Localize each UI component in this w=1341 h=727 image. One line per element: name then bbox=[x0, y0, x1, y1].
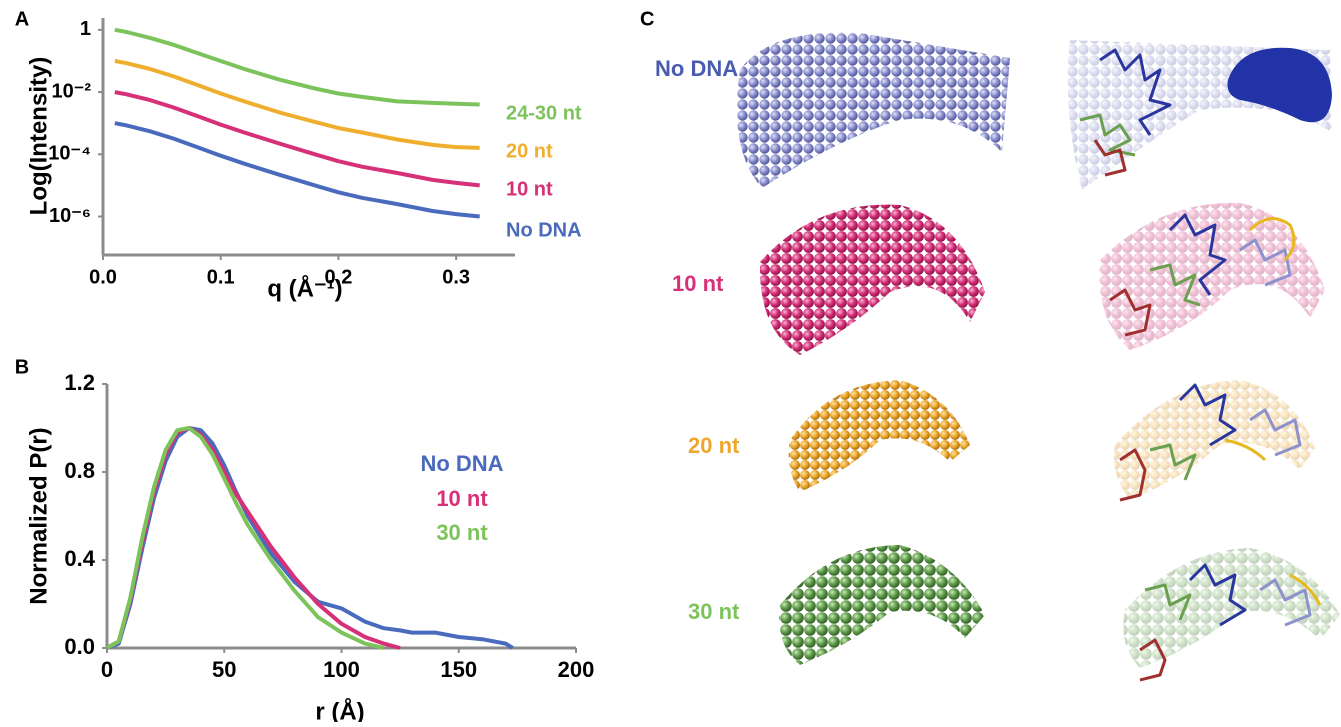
x-tick-label: 0.0 bbox=[89, 266, 117, 288]
y-tick-label: 0.4 bbox=[64, 546, 95, 571]
x-tick-label: 0 bbox=[101, 657, 113, 682]
panel-label: C bbox=[640, 8, 654, 30]
legend-label: 30 nt bbox=[436, 520, 488, 545]
legend-label: 24-30 nt bbox=[506, 102, 582, 124]
series-line bbox=[114, 27, 480, 107]
x-axis-label: q (Å⁻¹) bbox=[267, 274, 342, 302]
panel-label: A bbox=[15, 8, 29, 30]
panel-c: C No DNA 10 nt 20 nt 30 nt bbox=[640, 8, 1340, 682]
legend-label: No DNA bbox=[506, 219, 582, 241]
x-tick-label: 0.3 bbox=[442, 266, 470, 288]
series-line bbox=[114, 121, 480, 219]
y-axis-label: Normalized P(r) bbox=[25, 427, 52, 604]
y-tick-label: 0.8 bbox=[64, 458, 95, 483]
y-tick-label: 10⁻⁴ bbox=[48, 143, 91, 165]
bead-model bbox=[788, 380, 970, 492]
model-label: 10 nt bbox=[672, 271, 724, 296]
bead-model bbox=[736, 32, 1010, 189]
ribbons bbox=[1079, 48, 1322, 682]
y-axis-label: Log(Intensity) bbox=[25, 57, 52, 216]
y-tick-label: 0.0 bbox=[64, 634, 95, 659]
model-label: No DNA bbox=[655, 56, 738, 81]
series-line bbox=[114, 59, 480, 150]
x-tick-label: 0.2 bbox=[325, 266, 353, 288]
legend-label: 20 nt bbox=[506, 140, 553, 162]
x-tick-label: 100 bbox=[323, 657, 360, 682]
x-tick-label: 150 bbox=[440, 657, 477, 682]
x-axis-label: r (Å) bbox=[315, 697, 364, 722]
legend-label: 10 nt bbox=[436, 486, 488, 511]
legend-label: 10 nt bbox=[506, 178, 553, 200]
legend-label: No DNA bbox=[420, 451, 503, 476]
panel-label: B bbox=[15, 356, 29, 378]
envelope bbox=[1123, 548, 1340, 668]
model-label: 20 nt bbox=[688, 433, 740, 458]
bead-model bbox=[759, 204, 985, 355]
series-line bbox=[106, 426, 385, 650]
bead-model bbox=[779, 545, 985, 665]
envelope bbox=[1099, 202, 1325, 350]
y-tick-label: 10⁻⁶ bbox=[49, 205, 91, 227]
domain-blob bbox=[1227, 47, 1332, 123]
y-tick-label: 1.2 bbox=[64, 370, 95, 395]
envelope bbox=[1114, 380, 1315, 500]
x-tick-label: 0.1 bbox=[207, 266, 235, 288]
x-tick-label: 50 bbox=[212, 657, 236, 682]
series-line bbox=[114, 90, 480, 188]
model-label: 30 nt bbox=[688, 599, 740, 624]
y-tick-label: 1 bbox=[80, 18, 91, 40]
x-tick-label: 200 bbox=[558, 657, 595, 682]
y-tick-label: 10⁻² bbox=[52, 80, 92, 102]
